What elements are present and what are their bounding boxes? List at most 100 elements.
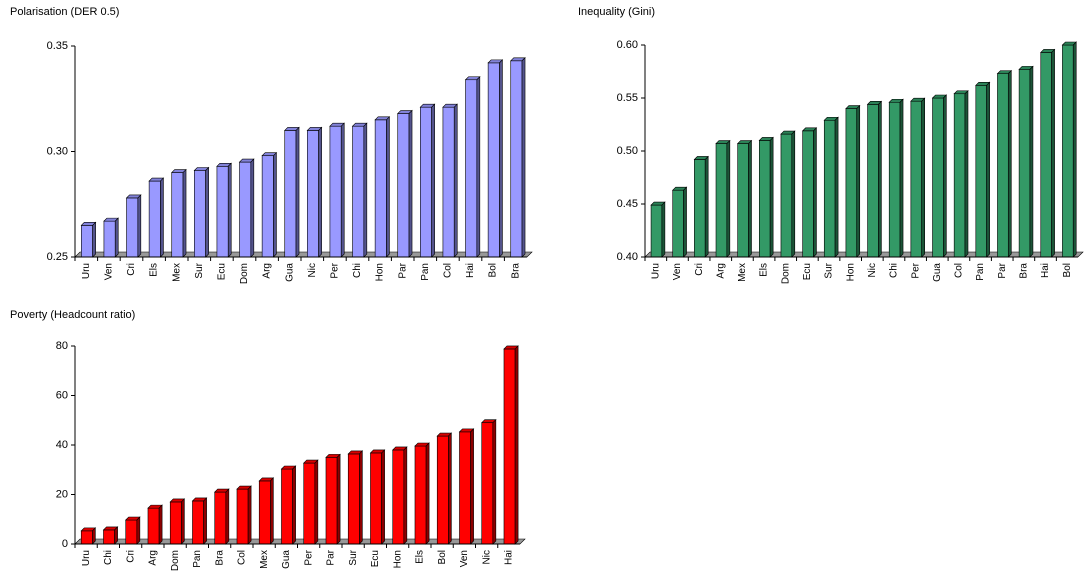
x-tick-label: Chi <box>889 263 900 278</box>
bar-side <box>1072 41 1077 258</box>
bar <box>759 140 771 258</box>
x-tick-label: Pan <box>192 550 203 568</box>
bar <box>216 165 229 258</box>
bar <box>147 507 160 545</box>
bar <box>214 491 227 545</box>
bar-side <box>661 201 666 258</box>
bar <box>845 108 858 258</box>
chart-title: Inequality (Gini) <box>578 6 655 18</box>
bar-side <box>386 116 390 258</box>
bar-side <box>182 168 187 258</box>
bar <box>103 529 115 545</box>
bar <box>392 449 405 545</box>
chart-title: Poverty (Headcount ratio) <box>10 309 135 321</box>
x-tick-label: Hon <box>845 263 856 281</box>
bar-side <box>704 155 709 258</box>
x-tick-label: Sur <box>348 549 359 565</box>
x-tick-label: Ecu <box>370 550 381 567</box>
x-tick-label: Hon <box>392 550 403 568</box>
bar <box>103 220 116 258</box>
bar-side <box>403 446 408 545</box>
bar <box>672 189 684 258</box>
y-tick-label: 0.35 <box>47 40 68 52</box>
bar-side <box>359 450 363 545</box>
x-tick-label: Chi <box>352 263 363 278</box>
bar-side <box>270 477 274 545</box>
bar-side <box>514 345 519 545</box>
y-tick-label: 60 <box>56 389 68 401</box>
bar <box>414 445 427 545</box>
y-tick-label: 0.40 <box>617 251 638 263</box>
x-tick-label: Ecu <box>217 263 228 280</box>
x-tick-label: Gua <box>932 263 943 282</box>
bar <box>420 106 432 258</box>
bar-side <box>203 497 207 545</box>
bar <box>910 100 922 258</box>
bar <box>125 519 138 545</box>
bar-side <box>160 177 164 258</box>
bar-side <box>381 449 385 545</box>
x-tick-label: Mex <box>259 550 270 569</box>
bar-side <box>492 419 497 545</box>
x-tick-label: Mex <box>171 263 182 282</box>
bar <box>1018 69 1031 258</box>
x-tick-label: Dom <box>239 263 250 284</box>
bar <box>258 480 271 545</box>
bar <box>236 488 249 545</box>
bar-side <box>1029 65 1034 258</box>
x-tick-label: Hon <box>375 263 386 281</box>
bar-side <box>986 81 990 258</box>
bar <box>284 130 297 258</box>
bar-side <box>1051 48 1055 258</box>
bar <box>823 119 836 258</box>
y-tick-label: 0.60 <box>617 39 638 51</box>
bar-side <box>292 465 296 545</box>
y-tick-label: 0 <box>62 538 68 550</box>
bar <box>239 161 252 258</box>
bar-side <box>205 166 209 258</box>
bar <box>192 500 204 545</box>
bar-side <box>1007 69 1012 258</box>
bar <box>459 431 471 545</box>
bar <box>487 62 500 258</box>
bar-side <box>470 428 474 545</box>
x-tick-label: Pan <box>420 263 431 281</box>
x-tick-label: Bol <box>488 263 499 277</box>
bar <box>352 125 365 258</box>
y-tick-label: 0.55 <box>617 92 638 104</box>
bar-side <box>448 432 452 545</box>
x-tick-label: Hai <box>1040 263 1051 278</box>
bar <box>650 204 663 258</box>
bar <box>329 125 342 258</box>
x-tick-label: Arg <box>262 263 273 279</box>
bar <box>303 462 316 545</box>
x-tick-label: Arg <box>715 263 726 279</box>
bar <box>171 172 184 258</box>
bar <box>80 530 93 545</box>
floor <box>74 251 533 258</box>
bar-side <box>336 453 341 545</box>
bar <box>510 60 523 258</box>
bar-side <box>878 100 882 258</box>
bar-side <box>137 194 142 258</box>
bar-side <box>856 104 861 258</box>
bar-side <box>748 139 752 258</box>
x-tick-label: Bol <box>437 550 448 564</box>
bar <box>802 130 814 258</box>
bar-side <box>158 504 163 545</box>
bar <box>81 225 93 258</box>
bar-side <box>247 485 252 545</box>
floor <box>74 538 526 545</box>
x-tick-label: Nic <box>867 263 878 277</box>
bar-side <box>521 57 526 258</box>
x-tick-label: Ecu <box>802 263 813 280</box>
bar-side <box>899 98 904 258</box>
bar-side <box>769 136 774 258</box>
x-tick-label: Bra <box>214 550 225 566</box>
bar <box>261 155 274 258</box>
x-tick-label: Ven <box>104 263 115 280</box>
bar-side <box>791 130 796 258</box>
bar <box>481 422 494 545</box>
x-tick-label: Cri <box>125 550 136 563</box>
x-tick-label: Els <box>759 263 770 277</box>
